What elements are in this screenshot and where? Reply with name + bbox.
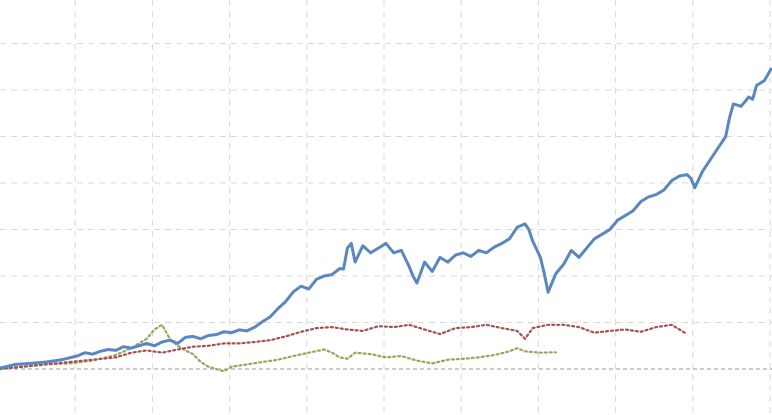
series-line-red bbox=[0, 323, 689, 371]
series-line-blue bbox=[0, 67, 772, 370]
series-lines bbox=[0, 67, 772, 373]
series-line-green bbox=[0, 323, 557, 373]
